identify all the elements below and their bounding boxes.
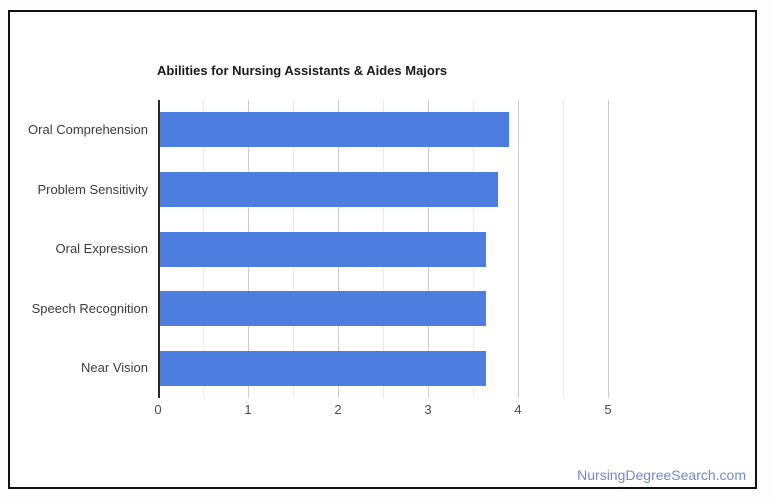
x-tick-label: 1 xyxy=(244,402,252,417)
category-label: Speech Recognition xyxy=(31,300,148,316)
y-axis-baseline xyxy=(158,100,160,398)
watermark-link[interactable]: NursingDegreeSearch.com xyxy=(577,467,746,483)
bar[interactable] xyxy=(160,350,486,386)
bar[interactable] xyxy=(160,171,498,207)
x-tick-label: 4 xyxy=(514,402,522,417)
x-tick-label: 5 xyxy=(604,402,612,417)
minor-gridline xyxy=(563,100,564,398)
x-tick-label: 2 xyxy=(334,402,342,417)
major-gridline xyxy=(608,100,609,398)
category-label: Oral Comprehension xyxy=(28,122,148,137)
major-gridline xyxy=(518,100,519,398)
category-label: Oral Expression xyxy=(55,241,148,257)
bar[interactable] xyxy=(160,291,486,327)
chart-title: Abilities for Nursing Assistants & Aides… xyxy=(157,63,448,78)
x-tick-label: 0 xyxy=(154,402,162,417)
chart-card: Abilities for Nursing Assistants & Aides… xyxy=(8,10,757,489)
category-label: Near Vision xyxy=(81,360,148,376)
bar[interactable] xyxy=(160,231,486,267)
bar[interactable] xyxy=(160,112,510,148)
plot-area xyxy=(158,100,618,398)
x-tick-label: 3 xyxy=(424,402,432,417)
category-label: Problem Sensitivity xyxy=(37,181,148,197)
